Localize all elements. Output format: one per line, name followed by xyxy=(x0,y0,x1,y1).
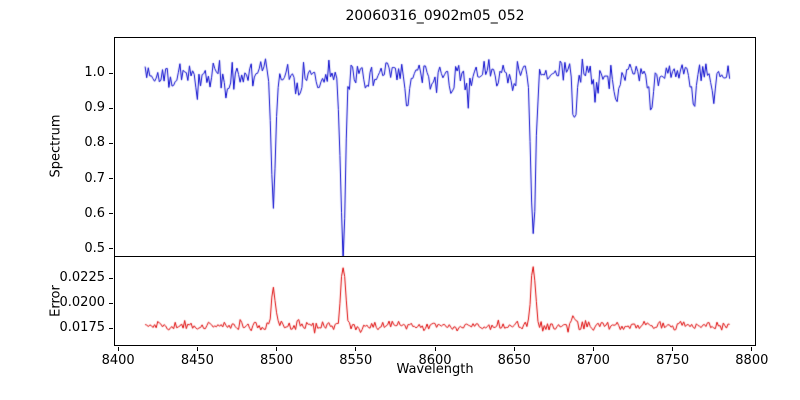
x-tick-mark xyxy=(672,347,674,351)
x-axis-label: Wavelength xyxy=(396,362,474,377)
y-tick-label: 0.8 xyxy=(84,135,105,151)
error-line-plot xyxy=(115,257,755,345)
x-tick-label: 8450 xyxy=(180,353,214,368)
x-tick-label: 8500 xyxy=(260,353,294,368)
y-tick-mark xyxy=(109,302,113,304)
y-tick-label: 0.7 xyxy=(84,170,105,186)
x-tick-mark xyxy=(355,347,357,351)
y-tick-mark xyxy=(109,213,113,215)
x-tick-label: 8650 xyxy=(497,353,531,368)
x-tick-label: 8600 xyxy=(418,353,452,368)
y-tick-label: 0.0175 xyxy=(59,320,106,335)
x-tick-label: 8550 xyxy=(339,353,373,368)
y-tick-mark xyxy=(109,72,113,74)
x-tick-label: 8750 xyxy=(656,353,690,368)
x-tick-mark xyxy=(196,347,198,351)
x-tick-mark xyxy=(751,347,753,351)
x-tick-mark xyxy=(513,347,515,351)
y-tick-label: 0.5 xyxy=(84,240,105,256)
spectrum-line-plot xyxy=(115,38,755,256)
y-tick-mark xyxy=(109,327,113,329)
x-tick-label: 8400 xyxy=(101,353,135,368)
x-tick-mark xyxy=(117,347,119,351)
error-panel xyxy=(114,256,756,346)
x-tick-mark xyxy=(592,347,594,351)
y-tick-mark xyxy=(109,248,113,250)
x-tick-label: 8700 xyxy=(576,353,610,368)
spectrum-panel xyxy=(114,37,756,257)
y-tick-label: 0.0200 xyxy=(59,295,106,310)
y-tick-mark xyxy=(109,277,113,279)
x-tick-mark xyxy=(276,347,278,351)
x-tick-label: 8800 xyxy=(735,353,769,368)
y-tick-label: 0.0225 xyxy=(59,270,106,285)
y-tick-mark xyxy=(109,178,113,180)
y-tick-mark xyxy=(109,142,113,144)
y-tick-label: 0.9 xyxy=(84,100,105,116)
x-tick-mark xyxy=(434,347,436,351)
y-tick-label: 1.0 xyxy=(84,65,105,81)
y-tick-mark xyxy=(109,107,113,109)
chart-title: 20060316_0902m05_052 xyxy=(345,8,525,24)
y-tick-label: 0.6 xyxy=(84,205,105,221)
